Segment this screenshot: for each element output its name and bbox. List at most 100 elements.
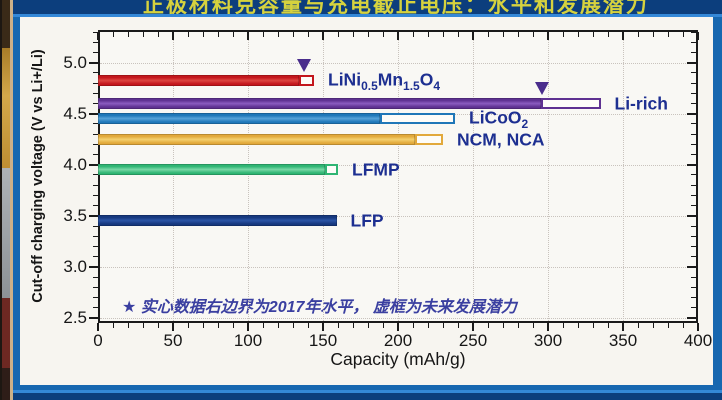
axis-tick [93,286,98,288]
y-tick-label: 2.5 [63,307,87,327]
axis-tick [412,32,414,37]
axis-tick [691,276,696,278]
gridline [623,32,624,321]
capacity-bar-solid [98,215,337,227]
axis-tick [592,323,594,328]
material-label-text: NCM, NCA [457,129,545,150]
capacity-bar-potential [414,133,443,145]
axis-tick [577,323,579,328]
axis-tick [187,323,189,328]
y-tick-label: 5.0 [63,52,87,72]
axis-tick [89,163,98,166]
axis-tick [412,323,414,328]
axis-tick [172,32,174,40]
strip-segment [2,0,10,48]
capacity-bar-solid [98,164,325,176]
gridline [100,215,696,217]
axis-tick [202,323,204,328]
slide-title-band: 正极材料克容量与充电截止电压：水平和发展潜力 [13,0,722,14]
axis-tick [93,276,98,278]
material-label: Li-rich [615,94,668,115]
axis-tick [217,323,219,328]
capacity-bar-potential [380,113,455,125]
axis-tick [382,32,384,37]
axis-tick [667,32,669,37]
gridline [248,32,249,321]
y-tick-label: 3.0 [63,256,87,276]
x-tick-label: 0 [93,331,103,350]
x-tick-label: 100 [233,331,263,350]
strip-edge-line [10,0,13,400]
material-label: LiNi0.5Mn1.5O4 [328,69,440,93]
material-label-subscript: 4 [433,78,441,93]
axis-tick [93,143,98,145]
axis-tick [517,323,519,328]
axis-tick [637,32,639,37]
strip-segment [2,298,10,368]
axis-tick [691,123,696,125]
axis-tick [691,72,696,74]
axis-tick [691,205,696,207]
axis-tick [592,32,594,37]
axis-tick [187,32,189,37]
gridline [100,164,696,166]
axis-tick [89,112,98,115]
axis-tick [93,103,98,104]
material-label-subscript: 1.5 [403,78,420,93]
axis-tick [277,32,279,37]
annotation-note: ★ 实心数据右边界为2017年水平， 虚框为未来发展潜力 [122,299,517,316]
axis-tick [277,323,279,328]
axis-tick [93,235,98,237]
slide-title-clipped: 正极材料克容量与充电截止电压：水平和发展潜力 [142,0,649,14]
axis-tick [691,103,696,104]
material-label-text: LiCoO [469,107,522,128]
axis-tick [687,61,696,64]
axis-tick [502,32,504,37]
axis-tick [142,323,144,328]
axis-tick [607,323,609,328]
strip-segment [2,368,10,400]
axis-tick [382,323,384,328]
axis-tick [93,194,98,196]
axis-tick [687,163,696,166]
gridline [473,32,474,321]
axis-tick [367,323,369,328]
axis-tick [562,32,564,37]
gridline [100,317,696,319]
axis-tick [93,256,98,258]
x-tick-label: 250 [458,331,488,350]
axis-tick [337,32,339,37]
axis-tick [687,265,696,268]
axis-tick [691,154,696,156]
axis-tick [517,32,519,37]
gridline [398,32,399,321]
gridline [100,62,696,64]
axis-tick [502,323,504,328]
top-accent-line [13,14,722,17]
x-tick-label: 50 [163,331,183,350]
x-tick-label: 400 [683,331,713,350]
bottom-band [13,393,722,400]
axis-tick [397,323,399,331]
x-tick-label: 150 [308,331,338,350]
axis-tick [307,323,309,328]
axis-tick [577,32,579,37]
material-label-subscript: 0.5 [361,78,378,93]
material-label: LiCoO2 [469,108,528,132]
axis-tick [607,32,609,37]
y-tick-label: 3.5 [63,205,87,225]
strip-segment [2,48,10,168]
axis-tick [322,32,324,40]
capacity-bar-potential [324,164,338,176]
axis-tick [691,245,696,247]
axis-tick [157,32,159,37]
capacity-bar-potential [540,98,601,109]
axis-tick [682,32,684,37]
bottom-accent-line [13,390,722,393]
axis-tick [691,133,696,135]
axis-tick [352,323,354,328]
axis-tick [262,323,264,328]
axis-tick [127,323,129,328]
axis-tick [202,32,204,37]
